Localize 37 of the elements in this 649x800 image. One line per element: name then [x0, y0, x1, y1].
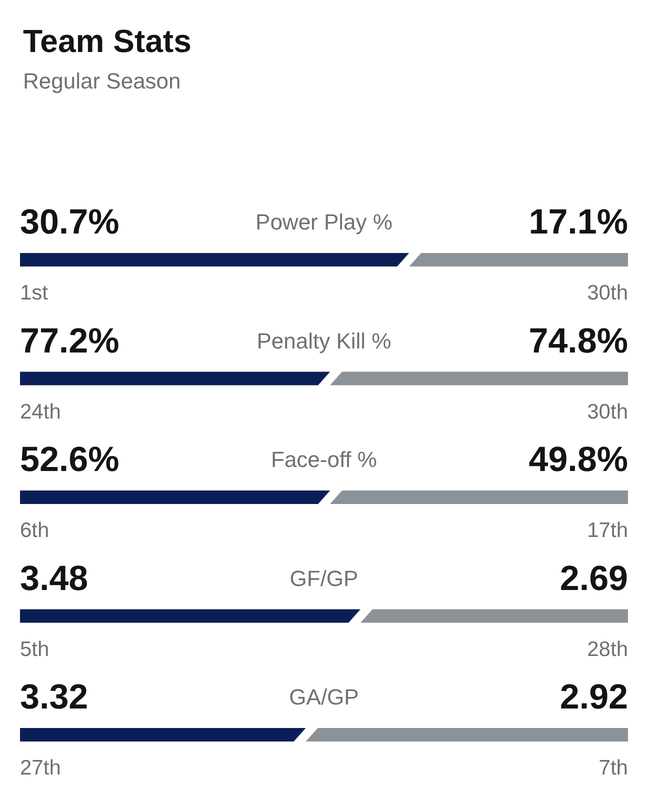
annotation: 17th [587, 519, 628, 542]
annotation: 30th [587, 282, 628, 304]
annotation: 49.8% [528, 440, 628, 479]
y-tick-label: GA/GP [289, 684, 359, 710]
annotation: 6th [20, 519, 50, 542]
bar [306, 728, 628, 742]
chart-title: Team Stats [23, 23, 192, 59]
bar [20, 372, 330, 386]
y-tick-label: Penalty Kill % [256, 328, 392, 354]
bar [20, 728, 306, 742]
bar [330, 372, 628, 386]
bar [20, 609, 360, 623]
text: 7th [598, 756, 628, 780]
annotation: 30th [587, 400, 628, 424]
annotation: 52.6% [20, 440, 120, 479]
bar [20, 490, 330, 504]
chart-subtitle: Regular Season [23, 68, 181, 94]
annotation: 3.48 [20, 558, 88, 598]
y-tick-label: GF/GP [290, 566, 358, 591]
annotation: 17.1% [528, 202, 628, 242]
annotation: 2.69 [560, 558, 628, 598]
y-tick-label: Face-off % [271, 447, 377, 472]
annotation: 77.2% [20, 321, 120, 360]
bar [330, 490, 628, 504]
bar [20, 253, 410, 266]
annotation: 1st [20, 282, 48, 304]
y-tick-label: Power Play % [256, 210, 392, 234]
annotation: 3.32 [20, 678, 88, 716]
annotation: 5th [20, 638, 50, 661]
annotation: 2.92 [560, 678, 628, 716]
bar [360, 609, 628, 623]
annotation: 30.7% [20, 202, 120, 242]
annotation: 28th [587, 638, 628, 661]
annotation: 74.8% [528, 321, 628, 360]
text: 27th [20, 756, 61, 780]
annotation: 24th [20, 400, 61, 424]
bar [409, 253, 628, 266]
